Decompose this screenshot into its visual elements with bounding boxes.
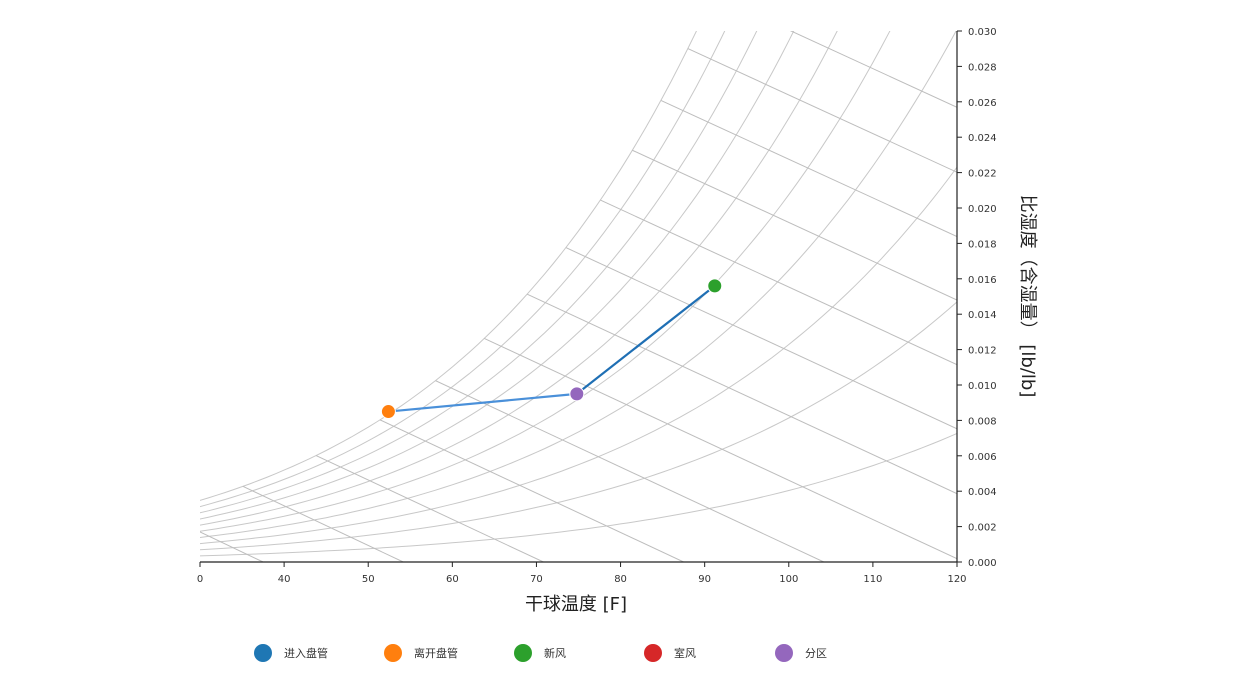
x-axis-label: 干球温度 [F] [525,594,627,615]
enthalpy-line [200,531,264,562]
enthalpy-line [632,149,957,301]
rh-curve-10 [200,432,957,557]
rh-curve-60 [200,31,838,526]
legend-label: 进入盘管 [284,647,328,660]
point-新风 [707,278,723,294]
rh-curve-90 [200,31,726,508]
enthalpy-line [526,293,957,495]
y-tick-label: 0.002 [968,523,997,534]
process-line [388,392,577,413]
x-tick-label: 70 [530,574,543,585]
x-tick-label: 40 [278,574,291,585]
enthalpy-line [660,99,957,238]
legend-dot-icon [775,644,793,662]
enthalpy-line [789,31,957,108]
legend-label: 新风 [544,647,566,660]
enthalpy-line [315,455,544,562]
legend-item[interactable]: 新风 [514,644,566,662]
x-tick-label: 50 [362,574,375,585]
x-tick-label: 120 [947,574,966,585]
legend-dot-icon [514,644,532,662]
point-离开盘管 [380,404,396,420]
y-tick-label: 0.014 [968,310,997,321]
legend-item[interactable]: 分区 [775,644,827,662]
enthalpy-line [242,485,404,562]
enthalpy-line [687,48,957,173]
legend-dot-icon [644,644,662,662]
enthalpy-line [60,532,123,562]
point-分区 [569,386,585,402]
x-tick-label: 60 [446,574,459,585]
y-tick-label: 0.000 [968,558,997,569]
rh-curve-20 [200,301,957,551]
y-tick-label: 0.016 [968,275,997,286]
y-tick-label: 0.008 [968,416,997,427]
enthalpy-line [379,419,684,562]
legend-label: 室风 [674,647,696,660]
rh-curve-70 [200,31,795,520]
process-line [576,285,716,395]
y-axis-label: 比湿度（含湿量） [lb/lb] [1017,195,1038,398]
enthalpy-line [565,247,957,430]
x-tick-label: 0 [197,574,203,585]
legend-item[interactable]: 进入盘管 [254,644,328,662]
rh-curve-100 [200,31,697,501]
legend-dot-icon [254,644,272,662]
x-tick-label: 90 [698,574,711,585]
y-tick-label: 0.010 [968,381,997,392]
legend-dot-icon [384,644,402,662]
data-marks [380,278,723,420]
y-tick-label: 0.020 [968,204,997,215]
rh-curve-50 [200,31,891,532]
y-tick-label: 0.024 [968,133,997,144]
legend: 进入盘管 离开盘管 新风 室风 分区 [0,644,1244,668]
y-tick-label: 0.026 [968,98,997,109]
y-tick-label: 0.022 [968,169,997,180]
rh-curve-80 [200,31,758,514]
legend-item[interactable]: 室风 [644,644,696,662]
y-tick-label: 0.028 [968,62,997,73]
legend-item[interactable]: 离开盘管 [384,644,458,662]
y-tick-label: 0.012 [968,346,997,357]
y-tick-label: 0.006 [968,452,997,463]
enthalpy-line [435,380,825,562]
x-tick-label: 100 [779,574,798,585]
enthalpy-line [484,337,957,560]
rh-curve-30 [200,166,957,545]
rh-curve-40 [200,31,957,539]
psychro-grid [60,31,957,562]
x-tick-label: 80 [614,574,627,585]
legend-label: 分区 [805,647,827,660]
x-tick-label: 110 [863,574,882,585]
y-tick-label: 0.030 [968,27,997,38]
y-tick-label: 0.018 [968,239,997,250]
enthalpy-line [600,199,957,366]
legend-label: 离开盘管 [414,647,458,660]
y-tick-label: 0.004 [968,487,997,498]
